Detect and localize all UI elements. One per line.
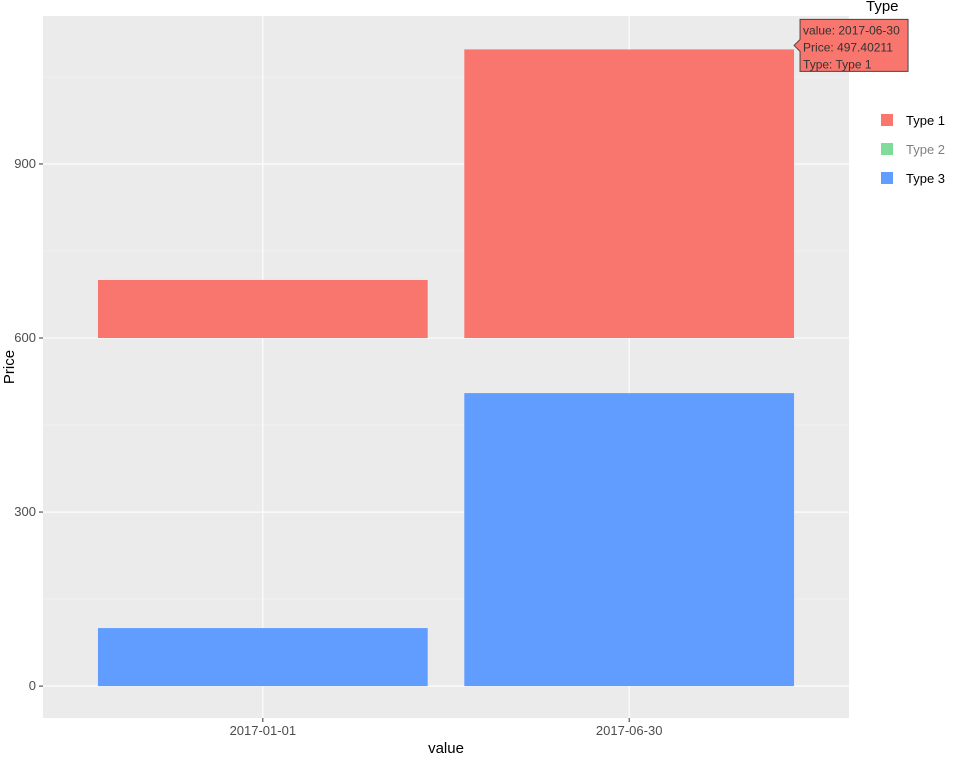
y-tick-label: 600 — [14, 330, 36, 345]
legend-label: Type 1 — [906, 113, 945, 128]
bar-type-1-2017-01-01[interactable] — [97, 279, 428, 338]
bar-type-3-2017-01-01[interactable] — [97, 628, 428, 687]
legend: Type 1 Type 2 Type 3 — [881, 113, 945, 186]
legend-label: Type 2 — [906, 142, 945, 157]
y-axis: 0 300 600 900 — [14, 156, 43, 693]
tooltip-line: value: 2017-06-30 — [803, 23, 900, 37]
legend-item-type-3[interactable]: Type 3 — [881, 171, 945, 186]
x-axis: 2017-01-01 2017-06-30 — [230, 718, 663, 738]
legend-swatch — [881, 172, 893, 184]
tooltip: value: 2017-06-30 Price: 497.40211 Type: T… — [793, 18, 909, 72]
x-tick-label: 2017-06-30 — [596, 723, 663, 738]
legend-item-type-2[interactable]: Type 2 — [881, 142, 945, 157]
tooltip-box — [793, 18, 909, 72]
y-tick-label: 300 — [14, 504, 36, 519]
y-tick-label: 0 — [29, 678, 36, 693]
y-tick-label: 900 — [14, 156, 36, 171]
legend-label: Type 3 — [906, 171, 945, 186]
bars — [97, 49, 795, 687]
bar-type-1-2017-06-30[interactable] — [464, 49, 795, 338]
y-axis-title: Price — [1, 350, 18, 384]
legend-swatch — [881, 143, 893, 155]
tooltip-line: Type: Type 1 — [803, 57, 872, 71]
bar-type-3-2017-06-30[interactable] — [464, 393, 795, 687]
legend-swatch — [881, 114, 893, 126]
legend-item-type-1[interactable]: Type 1 — [881, 113, 945, 128]
legend-title: Type — [866, 0, 899, 15]
x-axis-title: value — [428, 740, 464, 757]
tooltip-line: Price: 497.40211 — [803, 40, 893, 54]
x-tick-label: 2017-01-01 — [230, 723, 297, 738]
